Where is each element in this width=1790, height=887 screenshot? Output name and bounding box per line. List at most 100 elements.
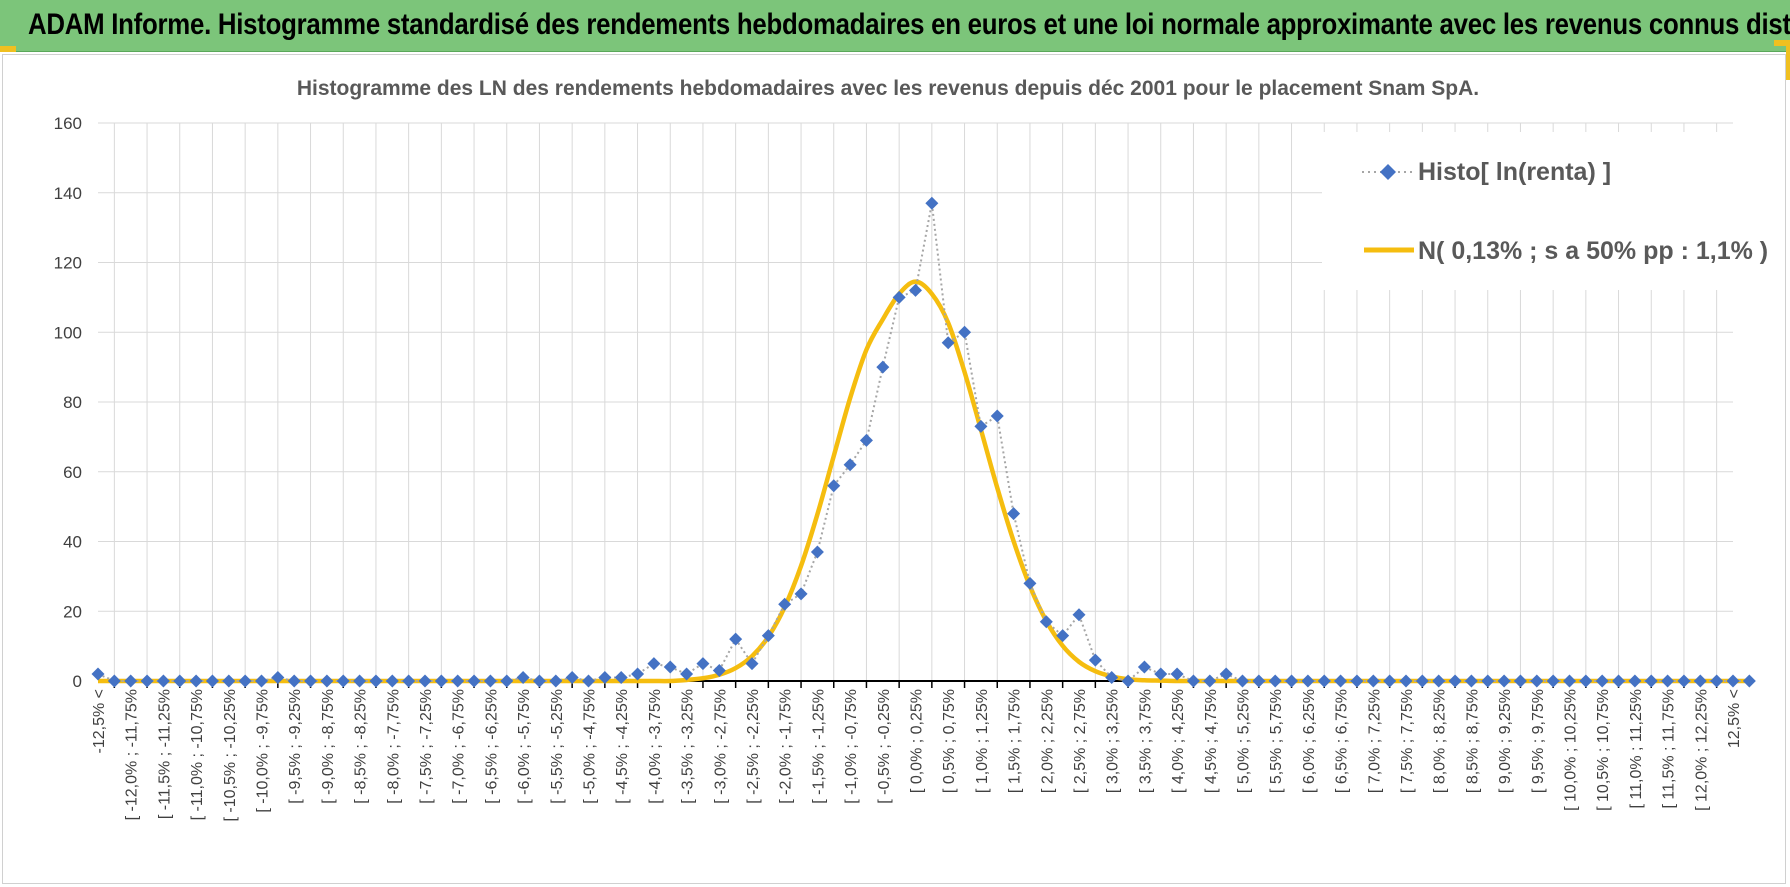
x-category-label: [ -10,5% ; -10,25% [222,689,239,822]
histo-point [1579,674,1593,688]
histo-point [614,671,628,685]
histo-point [1252,674,1266,688]
histo-point [205,674,219,688]
y-axis-ticks: 0 20 40 60 80 100 120 140 160 [54,114,82,691]
histo-point [385,674,399,688]
histo-point [304,674,318,688]
histo-point [1072,608,1086,622]
histo-point [1497,674,1511,688]
histo-point [1530,674,1544,688]
legend-box [1322,132,1764,290]
y-tick-label: 40 [63,533,82,552]
histo-point [287,674,301,688]
histo-point [140,674,154,688]
normal-curve-line [97,279,1750,684]
histo-series [91,196,1756,688]
histo-point [925,196,939,210]
histo-point [729,632,743,646]
histo-point [1219,667,1233,681]
x-category-label: [ 5,0% ; 5,25% [1236,689,1253,793]
histo-point [418,674,432,688]
histo-point [1644,674,1658,688]
histo-point [1399,674,1413,688]
histo-point [173,674,187,688]
histo-point [1350,674,1364,688]
histo-point [1023,576,1037,590]
x-category-label: [ -9,0% ; -8,75% [320,689,337,804]
x-category-label: [ -5,0% ; -4,75% [582,689,599,804]
x-category-label: [ 2,5% ; 2,75% [1072,689,1089,793]
y-tick-label: 100 [54,323,82,342]
x-category-label: [ 10,0% ; 10,25% [1563,689,1580,811]
histo-point [778,597,792,611]
histo-point [549,674,563,688]
histo-point [1710,674,1724,688]
histo-point [1432,674,1446,688]
histo-point [582,674,595,688]
histo-point [1448,674,1462,688]
x-category-label: [ 9,0% ; 9,25% [1497,689,1514,793]
histo-point [1595,674,1609,688]
histo-point [761,629,775,643]
histo-point [1154,667,1168,681]
histo-point [1334,674,1348,688]
histo-point [1236,674,1249,688]
histo-point [336,674,350,688]
legend-histo-marker [1380,164,1396,180]
legend-normal-label: N( 0,13% ; s a 50% pp : 1,1% ) [1418,237,1768,265]
histo-point [909,283,922,297]
x-axis-categories: -12,5% < [ -12,0% ; -11,75% [ -11,5% ; -11… [91,681,1743,822]
histo-point [1513,674,1527,688]
x-category-label: [ -2,5% ; -2,25% [745,689,762,804]
histo-point [598,671,612,685]
histo-point [271,671,285,685]
histo-point [1056,629,1070,643]
x-category-label: [ 1,0% ; 1,25% [974,689,991,793]
histo-point [1105,671,1119,685]
histo-point [320,674,334,688]
x-category-label: [ -4,5% ; -4,25% [614,689,631,804]
histo-point [974,419,988,433]
x-category-label: [ 2,0% ; 2,25% [1039,689,1056,793]
x-category-label: [ -5,5% ; -5,25% [549,689,566,804]
x-category-label: [ -1,0% ; -0,75% [843,689,860,804]
histo-point [1268,674,1282,688]
y-tick-label: 140 [54,184,82,203]
histo-point [990,409,1004,423]
histo-point [1742,674,1756,688]
x-category-label: [ -6,5% ; -6,25% [483,689,500,804]
x-category-label: [ -8,0% ; -7,75% [385,689,402,804]
x-category-label: [ -4,0% ; -3,75% [647,689,664,804]
histo-point [1677,674,1691,688]
histo-point [843,458,857,472]
x-category-label: [ -3,5% ; -3,25% [680,689,697,804]
x-category-label: [ -3,0% ; -2,75% [712,689,729,804]
x-category-label: [ -7,0% ; -6,75% [451,689,468,804]
histo-point [794,587,808,601]
y-tick-label: 80 [63,393,82,412]
chart-title: Histogramme des LN des rendements hebdom… [297,77,1479,100]
x-category-label: [ -8,5% ; -8,25% [353,689,370,804]
x-category-label: [ 5,5% ; 5,75% [1268,689,1285,793]
x-category-label: [ 11,0% ; 11,25% [1628,689,1645,808]
x-category-label: [ 3,0% ; 3,25% [1105,689,1122,793]
histo-point [402,674,416,688]
x-category-label: [ 4,0% ; 4,25% [1170,689,1187,793]
histo-point [434,674,448,688]
histo-point [1186,674,1200,688]
histo-point [680,667,694,681]
histo-point [1088,653,1102,667]
y-tick-label: 0 [73,672,82,691]
x-category-label: [ -7,5% ; -7,25% [418,689,435,804]
x-category-label: [ -11,0% ; -10,75% [189,689,206,820]
page-title: ADAM Informe. Histogramme standardisé de… [28,8,1790,41]
side-accent-right [1786,40,1790,80]
histo-point [1612,674,1626,688]
histo-point [663,660,677,674]
histo-point [1383,674,1397,688]
histo-point [1415,674,1429,688]
y-tick-label: 160 [54,114,82,133]
histo-point [1628,674,1642,688]
histo-point [1481,674,1495,688]
histo-point [532,674,546,688]
